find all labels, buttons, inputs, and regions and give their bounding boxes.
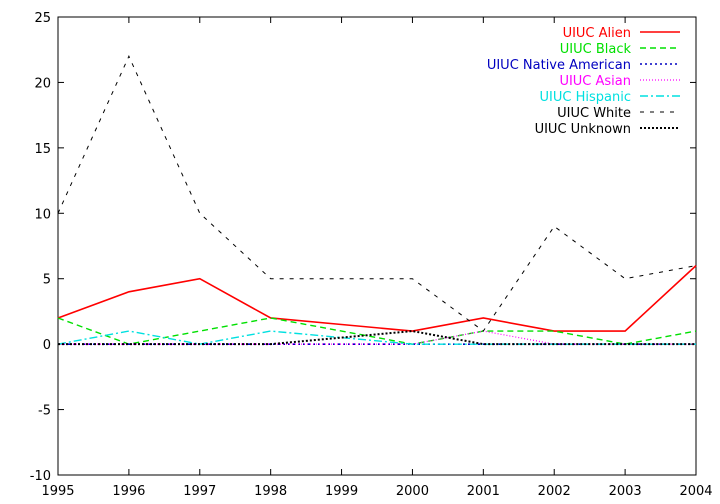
series-line-uiuc-hispanic — [57, 330, 696, 345]
y-tick-label: -5 — [38, 404, 51, 419]
legend-label: UIUC White — [557, 106, 631, 121]
y-tick-label: 10 — [34, 207, 51, 222]
legend-label: UIUC Black — [560, 42, 632, 57]
legend-label: UIUC Native American — [487, 58, 631, 73]
y-tick-label: -10 — [30, 469, 51, 484]
y-tick-label: 0 — [43, 338, 51, 353]
x-tick-label: 1997 — [183, 484, 216, 499]
legend-label: UIUC Asian — [559, 74, 631, 89]
x-tick-label: 1998 — [254, 484, 287, 499]
series-line-uiuc-alien — [57, 265, 697, 332]
x-tick-label: 2002 — [538, 484, 571, 499]
legend-label: UIUC Alien — [563, 26, 631, 41]
plot-frame — [57, 16, 697, 476]
y-tick-label: 20 — [34, 76, 51, 91]
axes: -10 -5 0 5 10 15 20 25 1995 1996 1997 1998 1999 2000 2… — [30, 11, 713, 499]
y-tick-label: 5 — [43, 273, 51, 288]
x-tick-label: 1995 — [41, 484, 74, 499]
series-line-uiuc-white — [57, 55, 697, 332]
x-tick-label: 2004 — [679, 484, 712, 499]
y-tick-label: 25 — [34, 11, 51, 26]
x-tick-label: 2000 — [396, 484, 429, 499]
y-tick-label: 15 — [34, 142, 51, 157]
x-tick-label: 2003 — [609, 484, 642, 499]
x-tick-label: 1996 — [112, 484, 145, 499]
series-line-uiuc-unknown — [58, 330, 696, 346]
legend-label: UIUC Unknown — [535, 122, 631, 137]
x-tick-label: 2001 — [467, 484, 500, 499]
legend-label: UIUC Hispanic — [540, 90, 631, 105]
series-lines — [57, 55, 697, 346]
series-line-uiuc-asian — [58, 330, 696, 345]
x-tick-label: 1999 — [325, 484, 358, 499]
